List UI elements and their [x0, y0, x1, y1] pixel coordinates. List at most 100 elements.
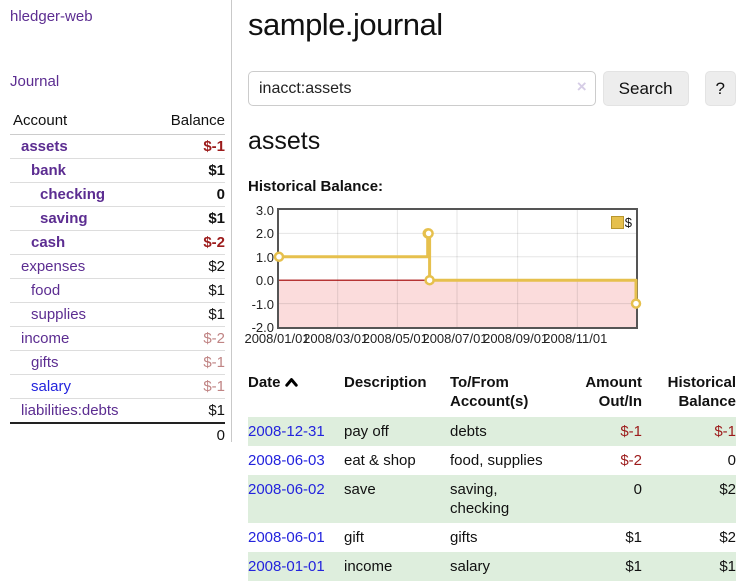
account-link[interactable]: gifts [31, 354, 59, 371]
register-header: Date Description To/From Account(s) Amou… [248, 371, 736, 417]
account-table-header: Account Balance [10, 110, 225, 135]
transaction-date-link[interactable]: 2008-12-31 [248, 423, 325, 440]
search-input[interactable] [248, 71, 596, 106]
account-balance: $-1 [203, 354, 225, 371]
register-col-accounts: To/From Account(s) [450, 374, 529, 410]
y-axis-tick-label: 2.0 [255, 226, 274, 242]
transaction-accounts: salary [450, 558, 491, 575]
account-link[interactable]: income [21, 330, 70, 347]
account-row: saving $1 [10, 207, 225, 231]
register-col-balance: Historical Balance [667, 374, 736, 410]
transaction-accounts: debts [450, 423, 487, 440]
transaction-balance: $1 [719, 558, 736, 575]
search-button[interactable]: Search [602, 71, 689, 106]
account-link[interactable]: supplies [31, 306, 87, 323]
account-row: bank $1 [10, 159, 225, 183]
transaction-accounts: food, supplies [450, 452, 543, 469]
legend-swatch-icon [610, 216, 624, 229]
data-point-marker[interactable] [424, 274, 435, 286]
sort-ascending-icon [284, 374, 298, 391]
data-point-marker[interactable] [630, 298, 642, 309]
account-link[interactable]: cash [31, 234, 66, 251]
account-balance-table: Account Balance assets $-1 bank $1 check… [10, 110, 225, 447]
account-link[interactable]: expenses [21, 258, 86, 275]
register-col-date[interactable]: Date [248, 371, 344, 417]
account-balance: $1 [208, 402, 225, 419]
account-balance: $1 [208, 306, 225, 323]
account-balance: $1 [208, 162, 225, 179]
account-row: cash $-2 [10, 231, 225, 255]
y-axis-tick-label: 3.0 [255, 203, 274, 218]
account-row: expenses $2 [10, 255, 225, 279]
balance-column-header: Balance [170, 112, 225, 129]
account-total-balance: 0 [10, 422, 225, 447]
register-table: Date Description To/From Account(s) Amou… [248, 371, 736, 581]
account-row: supplies $1 [10, 303, 225, 327]
account-row: salary $-1 [10, 375, 225, 399]
transaction-amount: $-2 [620, 452, 642, 469]
x-axis-tick-label: 2008/03/01 [303, 331, 369, 346]
account-link[interactable]: checking [40, 186, 106, 203]
chart-title: Historical Balance: [248, 178, 384, 195]
account-page-title: assets [248, 127, 321, 155]
account-balance: 0 [216, 186, 225, 203]
transaction-row: 2008-01-01 income salary $1 $1 [248, 552, 736, 581]
account-link[interactable]: saving [40, 210, 88, 227]
help-button[interactable]: ? [704, 71, 736, 106]
transaction-date-link[interactable]: 2008-06-02 [248, 481, 325, 498]
data-point-marker[interactable] [423, 228, 434, 239]
account-balance: $-1 [203, 138, 225, 155]
negative-region [279, 280, 636, 327]
search-box: × [248, 71, 596, 106]
transaction-date-link[interactable]: 2008-06-03 [248, 452, 325, 469]
account-balance: $-2 [203, 330, 225, 347]
account-column-header: Account [13, 112, 68, 129]
account-link[interactable]: liabilities:debts [21, 402, 119, 419]
account-row: assets $-1 [10, 135, 225, 159]
transaction-amount: $-1 [620, 423, 642, 440]
account-link[interactable]: food [31, 282, 61, 299]
transaction-description: gift [344, 529, 365, 546]
sidebar: hledger-web Journal Account Balance asse… [0, 0, 232, 444]
y-axis-tick-label: 1.0 [255, 249, 274, 265]
y-axis-tick-label: -1.0 [251, 296, 274, 312]
transaction-amount: $1 [625, 529, 642, 546]
x-axis-tick-label: 2008/07/01 [422, 331, 488, 346]
transaction-date-link[interactable]: 2008-01-01 [248, 558, 325, 575]
account-row: food $1 [10, 279, 225, 303]
transaction-description: eat & shop [344, 452, 416, 469]
transaction-row: 2008-06-03 eat & shop food, supplies $-2… [248, 446, 736, 475]
transaction-amount: 0 [633, 481, 642, 498]
transaction-balance: $2 [719, 481, 736, 498]
transaction-balance: 0 [727, 452, 736, 469]
account-row: income $-2 [10, 327, 225, 351]
transaction-description: pay off [344, 423, 389, 440]
chart-x-axis-labels: 2008/01/01 2008/03/01 2008/05/01 2008/07/01… [244, 331, 634, 349]
x-axis-tick-label: 2008/01/01 [244, 331, 310, 346]
sidebar-item-journal[interactable]: Journal [10, 73, 60, 90]
account-balance: $2 [208, 258, 225, 275]
page-title: sample.journal [248, 7, 443, 42]
chart-plot-area: $ 3.0 2.0 1.0 0.0 -1.0 -2.0 [252, 203, 642, 335]
transaction-accounts: saving, checking [450, 481, 510, 517]
account-link[interactable]: assets [21, 138, 68, 155]
x-axis-tick-label: 2008/05/01 [362, 331, 428, 346]
x-axis-tick-label: 2008/09/01 [483, 331, 549, 346]
x-axis-tick-label: 2008/11/01 [543, 331, 608, 346]
transaction-accounts: gifts [450, 529, 478, 546]
transaction-row: 2008-12-31 pay off debts $-1 $-1 [248, 417, 736, 446]
account-link[interactable]: salary [31, 378, 72, 395]
legend-label: $ [624, 215, 632, 230]
account-row: gifts $-1 [10, 351, 225, 375]
data-point-marker[interactable] [273, 251, 285, 263]
transaction-date-link[interactable]: 2008-06-01 [248, 529, 325, 546]
register-col-description: Description [344, 374, 427, 391]
account-link[interactable]: bank [31, 162, 67, 179]
chart-canvas [273, 210, 642, 327]
account-balance: $1 [208, 210, 225, 227]
clear-search-icon[interactable]: × [576, 77, 587, 96]
transaction-row: 2008-06-01 gift gifts $1 $2 [248, 523, 736, 552]
app-title-link[interactable]: hledger-web [10, 8, 93, 25]
account-balance: $-1 [203, 378, 225, 395]
transaction-amount: $1 [625, 558, 642, 575]
